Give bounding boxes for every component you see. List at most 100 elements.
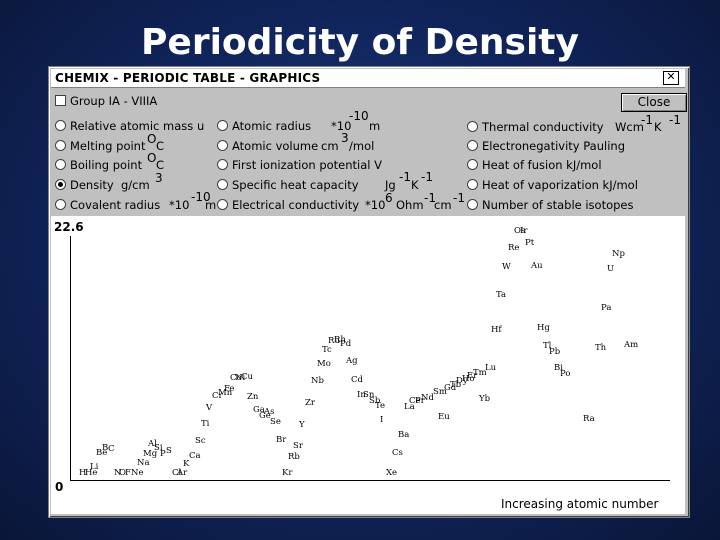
data-point-ce: Ce bbox=[409, 396, 421, 406]
option-stable-isotopes[interactable]: Number of stable isotopes bbox=[467, 198, 634, 212]
option-label: Electronegativity Pauling bbox=[482, 139, 625, 153]
data-point-co: Co bbox=[230, 373, 242, 383]
unit-text: cm bbox=[321, 139, 339, 153]
unit-superscript: 6 bbox=[385, 191, 393, 205]
data-point-sn: Sn bbox=[363, 390, 375, 400]
data-point-zn: Zn bbox=[247, 392, 259, 402]
data-point-mn: Mn bbox=[218, 388, 233, 398]
data-point-si: Si bbox=[154, 443, 163, 453]
data-point-eu: Eu bbox=[438, 412, 450, 422]
unit-text: g/cm bbox=[121, 178, 150, 192]
radio-icon[interactable] bbox=[55, 120, 66, 131]
data-point-in: In bbox=[357, 390, 366, 400]
option-label: Thermal conductivity bbox=[482, 120, 604, 134]
data-point-ir: Ir bbox=[520, 226, 528, 236]
close-button[interactable]: Close bbox=[621, 93, 687, 112]
radio-icon[interactable] bbox=[467, 179, 478, 190]
y-axis bbox=[70, 236, 71, 480]
radio-icon[interactable] bbox=[467, 199, 478, 210]
option-label: Heat of fusion kJ/mol bbox=[482, 158, 602, 172]
data-point-li: Li bbox=[90, 462, 99, 472]
option-density[interactable]: Density bbox=[55, 178, 114, 192]
data-point-cs: Cs bbox=[392, 448, 403, 458]
data-point-rh: Rh bbox=[334, 335, 346, 345]
group-checkbox[interactable]: Group IA - VIIIA bbox=[55, 94, 157, 108]
data-point-ra: Ra bbox=[583, 414, 595, 424]
option-label: Electrical conductivity bbox=[232, 198, 360, 212]
radio-icon[interactable] bbox=[217, 179, 228, 190]
radio-icon[interactable] bbox=[467, 121, 478, 132]
data-point-as: As bbox=[264, 407, 275, 417]
data-point-ge: Ge bbox=[259, 411, 271, 421]
option-label: Heat of vaporization kJ/mol bbox=[482, 178, 638, 192]
checkbox-icon[interactable] bbox=[55, 95, 66, 106]
option-specific-heat[interactable]: Specific heat capacity bbox=[217, 178, 359, 192]
option-covalent-radius[interactable]: Covalent radius bbox=[55, 198, 160, 212]
option-first-ionization[interactable]: First ionization potential V bbox=[217, 158, 382, 172]
radio-icon[interactable] bbox=[217, 159, 228, 170]
data-point-tm: Tm bbox=[473, 368, 487, 378]
data-point-cd: Cd bbox=[351, 375, 363, 385]
option-electronegativity[interactable]: Electronegativity Pauling bbox=[467, 139, 625, 153]
data-point-zr: Zr bbox=[305, 398, 315, 408]
data-point-ho: Ho bbox=[462, 374, 475, 384]
radio-icon[interactable] bbox=[467, 159, 478, 170]
data-point-re: Re bbox=[508, 243, 520, 253]
data-point-c: C bbox=[108, 444, 115, 454]
option-label: Atomic radius bbox=[232, 119, 312, 133]
option-thermal-conductivity[interactable]: Thermal conductivity bbox=[467, 120, 604, 134]
option-heat-of-fusion[interactable]: Heat of fusion kJ/mol bbox=[467, 158, 602, 172]
radio-icon[interactable] bbox=[55, 199, 66, 210]
radio-icon[interactable] bbox=[55, 159, 66, 170]
data-point-pa: Pa bbox=[601, 303, 612, 313]
data-point-sb: Sb bbox=[369, 396, 381, 406]
data-point-he: He bbox=[85, 468, 98, 478]
option-label: Boiling point bbox=[70, 158, 143, 172]
data-point-am: Am bbox=[624, 340, 639, 350]
radio-selected-icon[interactable] bbox=[55, 179, 66, 190]
data-point-cu: Cu bbox=[241, 372, 253, 382]
density-plot: 22.6 0 Increasing atomic number H He Li Be B… bbox=[51, 216, 685, 514]
data-point-n: N bbox=[114, 468, 122, 478]
data-point-rb: Rb bbox=[288, 452, 300, 462]
option-atomic-volume[interactable]: Atomic volume bbox=[217, 139, 318, 153]
y-axis-max-label: 22.6 bbox=[54, 220, 84, 234]
unit-text: cm bbox=[434, 198, 452, 212]
option-heat-of-vaporization[interactable]: Heat of vaporization kJ/mol bbox=[467, 178, 638, 192]
radio-icon[interactable] bbox=[217, 120, 228, 131]
radio-icon[interactable] bbox=[217, 199, 228, 210]
option-atomic-radius[interactable]: Atomic radius bbox=[217, 119, 311, 133]
slide-title: Periodicity of Density bbox=[141, 22, 579, 63]
data-point-nb: Nb bbox=[311, 376, 324, 386]
unit-text: m bbox=[205, 198, 217, 212]
option-relative-atomic-mass[interactable]: Relative atomic mass bbox=[55, 119, 193, 133]
data-point-pd: Pd bbox=[340, 339, 352, 349]
radio-icon[interactable] bbox=[467, 140, 478, 151]
data-point-ni: Ni bbox=[235, 373, 246, 383]
data-point-xe: Xe bbox=[386, 468, 398, 478]
data-point-kr: Kr bbox=[282, 468, 293, 478]
option-label: Melting point bbox=[70, 139, 146, 153]
option-melting-point[interactable]: Melting point bbox=[55, 139, 145, 153]
data-point-bi: Bi bbox=[554, 363, 563, 373]
radio-icon[interactable] bbox=[55, 140, 66, 151]
data-point-w: W bbox=[502, 262, 511, 272]
unit-text: *10 bbox=[365, 198, 386, 212]
unit-superscript: -1 bbox=[669, 113, 681, 127]
data-point-te: Te bbox=[375, 401, 386, 411]
option-boiling-point[interactable]: Boiling point bbox=[55, 158, 142, 172]
unit-superscript: 3 bbox=[341, 131, 349, 145]
option-electrical-conductivity[interactable]: Electrical conductivity bbox=[217, 198, 359, 212]
unit-superscript: -1 bbox=[421, 170, 433, 184]
data-point-br: Br bbox=[276, 435, 287, 445]
unit-text: *10 bbox=[169, 198, 190, 212]
unit-text: m bbox=[369, 119, 381, 133]
close-icon[interactable]: ✕ bbox=[663, 71, 679, 85]
data-point-f: F bbox=[125, 468, 131, 478]
unit-text: C bbox=[156, 139, 165, 153]
data-point-v: V bbox=[206, 403, 213, 413]
unit-text: K bbox=[411, 178, 419, 192]
radio-icon[interactable] bbox=[217, 140, 228, 151]
data-point-nd: Nd bbox=[421, 393, 434, 403]
x-axis bbox=[70, 480, 670, 481]
